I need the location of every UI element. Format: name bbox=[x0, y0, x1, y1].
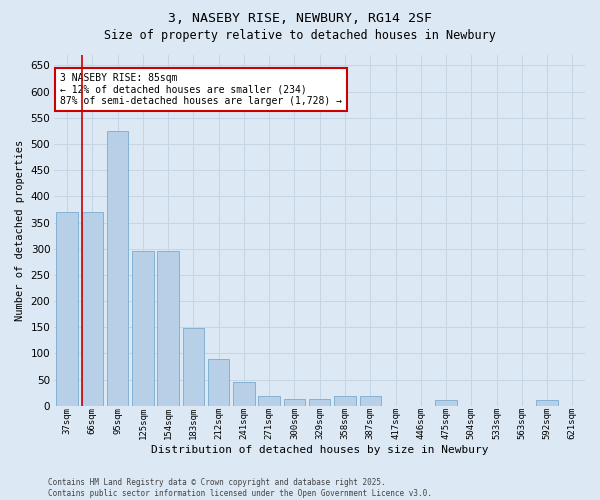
Bar bbox=[233, 382, 254, 406]
Bar bbox=[436, 400, 457, 406]
Text: Size of property relative to detached houses in Newbury: Size of property relative to detached ho… bbox=[104, 28, 496, 42]
Bar bbox=[56, 212, 78, 406]
Bar bbox=[536, 400, 558, 406]
Text: 3, NASEBY RISE, NEWBURY, RG14 2SF: 3, NASEBY RISE, NEWBURY, RG14 2SF bbox=[168, 12, 432, 26]
Bar bbox=[284, 399, 305, 406]
X-axis label: Distribution of detached houses by size in Newbury: Distribution of detached houses by size … bbox=[151, 445, 488, 455]
Y-axis label: Number of detached properties: Number of detached properties bbox=[15, 140, 25, 321]
Text: Contains HM Land Registry data © Crown copyright and database right 2025.
Contai: Contains HM Land Registry data © Crown c… bbox=[48, 478, 432, 498]
Bar bbox=[182, 328, 204, 406]
Bar bbox=[208, 358, 229, 406]
Bar bbox=[157, 252, 179, 406]
Bar bbox=[309, 399, 331, 406]
Bar bbox=[82, 212, 103, 406]
Bar bbox=[132, 252, 154, 406]
Bar bbox=[334, 396, 356, 406]
Bar bbox=[107, 131, 128, 406]
Bar bbox=[359, 396, 381, 406]
Bar bbox=[259, 396, 280, 406]
Text: 3 NASEBY RISE: 85sqm
← 12% of detached houses are smaller (234)
87% of semi-deta: 3 NASEBY RISE: 85sqm ← 12% of detached h… bbox=[60, 72, 342, 106]
